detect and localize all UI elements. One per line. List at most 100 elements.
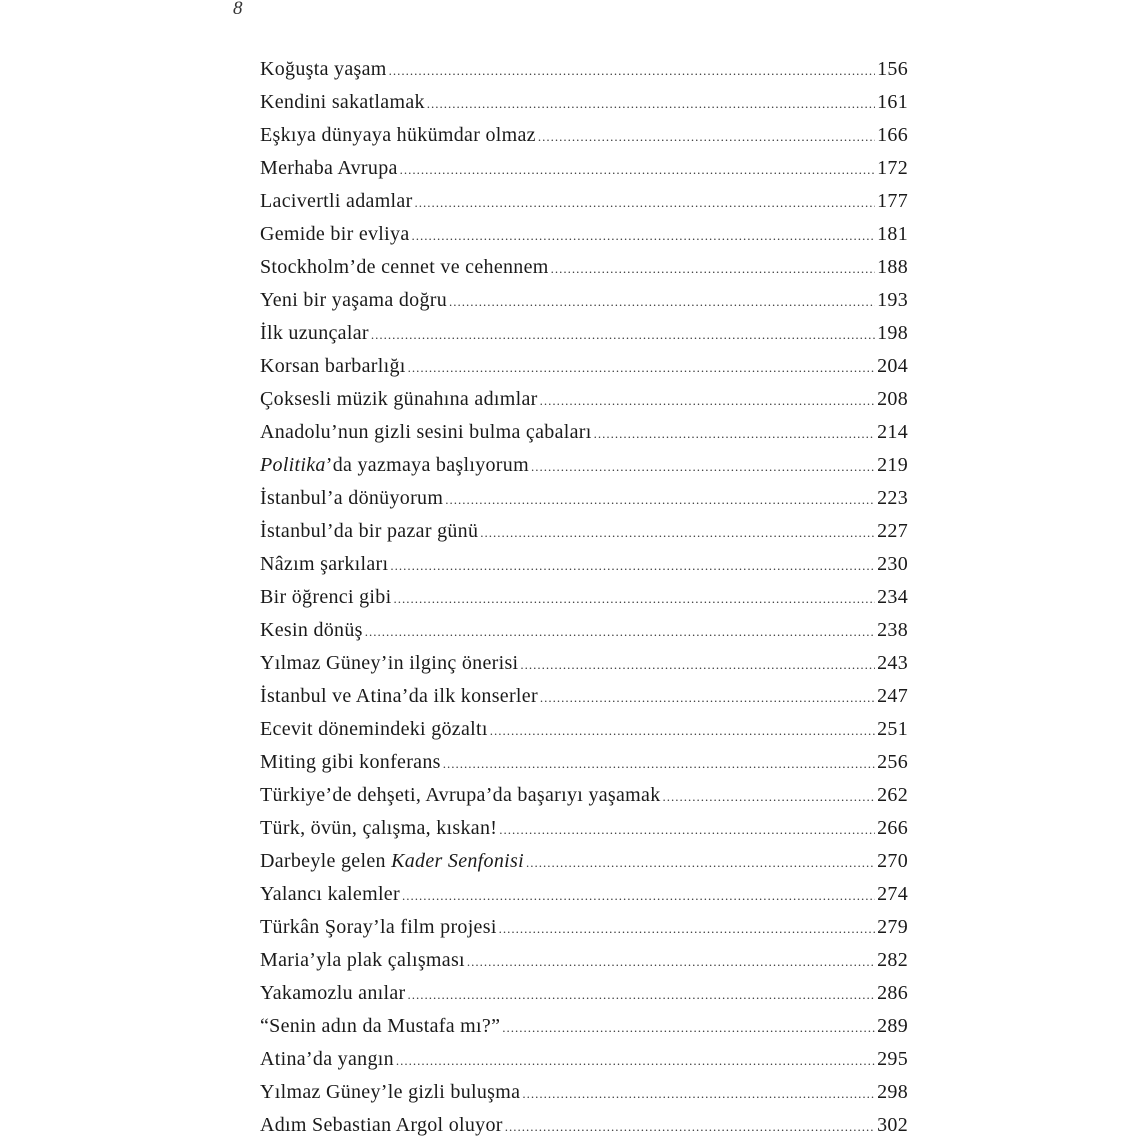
entry-page-number: 181 bbox=[877, 223, 908, 245]
entry-title: İstanbul’da bir pazar günü bbox=[260, 520, 478, 543]
entry-title: Yalancı kalemler bbox=[260, 883, 400, 906]
entry-title: Darbeyle gelen Kader Senfonisi bbox=[260, 850, 524, 873]
toc-entry: Maria’yla plak çalışması 282 bbox=[260, 949, 908, 982]
entry-page-number: 193 bbox=[877, 289, 908, 311]
entry-title: Nâzım şarkıları bbox=[260, 553, 388, 576]
entry-page-number: 219 bbox=[877, 454, 908, 476]
entry-page-number: 247 bbox=[877, 685, 908, 707]
entry-title: Stockholm’de cennet ve cehennem bbox=[260, 256, 549, 279]
entry-title: Türk, övün, çalışma, kıskan! bbox=[260, 817, 497, 840]
entry-title: Merhaba Avrupa bbox=[260, 157, 398, 180]
dot-leader bbox=[467, 954, 875, 970]
dot-leader bbox=[499, 822, 875, 838]
toc-entry: Korsan barbarlığı 204 bbox=[260, 355, 908, 388]
entry-page-number: 223 bbox=[877, 487, 908, 509]
dot-leader bbox=[480, 525, 875, 541]
toc-entry: Eşkıya dünyaya hükümdar olmaz 166 bbox=[260, 124, 908, 157]
dot-leader bbox=[520, 657, 875, 673]
entry-title-text: Türkiye’de dehşeti, Avrupa’da başarıyı y… bbox=[260, 784, 661, 806]
dot-leader bbox=[371, 327, 875, 343]
toc-entry: Bir öğrenci gibi 234 bbox=[260, 586, 908, 619]
entry-title: Türkiye’de dehşeti, Avrupa’da başarıyı y… bbox=[260, 784, 661, 807]
page-number: 8 bbox=[233, 0, 243, 19]
entry-title-text: “Senin adın da Mustafa mı?” bbox=[260, 1015, 501, 1037]
entry-page-number: 279 bbox=[877, 916, 908, 938]
entry-page-number: 188 bbox=[877, 256, 908, 278]
toc-entry: Adım Sebastian Argol oluyor 302 bbox=[260, 1114, 908, 1147]
entry-title: Politika’da yazmaya başlıyorum bbox=[260, 454, 529, 477]
entry-page-number: 298 bbox=[877, 1081, 908, 1103]
entry-title-text: Darbeyle gelen bbox=[260, 850, 392, 872]
dot-leader bbox=[390, 558, 875, 574]
entry-title-text: Eşkıya dünyaya hükümdar olmaz bbox=[260, 124, 536, 146]
entry-title: Gemide bir evliya bbox=[260, 223, 410, 246]
entry-title-text: İstanbul’a dönüyorum bbox=[260, 487, 444, 509]
dot-leader bbox=[551, 261, 875, 277]
entry-title: Eşkıya dünyaya hükümdar olmaz bbox=[260, 124, 536, 147]
entry-title: Ecevit dönemindeki gözaltı bbox=[260, 718, 488, 741]
entry-title: İlk uzunçalar bbox=[260, 322, 369, 345]
entry-page-number: 198 bbox=[877, 322, 908, 344]
dot-leader bbox=[526, 855, 875, 871]
entry-page-number: 161 bbox=[877, 91, 908, 113]
entry-page-number: 302 bbox=[877, 1114, 908, 1136]
entry-title: Yakamozlu anılar bbox=[260, 982, 406, 1005]
entry-page-number: 172 bbox=[877, 157, 908, 179]
entry-page-number: 274 bbox=[877, 883, 908, 905]
dot-leader bbox=[400, 162, 875, 178]
entry-page-number: 204 bbox=[877, 355, 908, 377]
entry-title-text: Korsan barbarlığı bbox=[260, 355, 406, 377]
dot-leader bbox=[490, 723, 875, 739]
entry-page-number: 295 bbox=[877, 1048, 908, 1070]
entry-title-text: Kesin dönüş bbox=[260, 619, 363, 641]
dot-leader bbox=[427, 96, 875, 112]
entry-title-text: Kendini sakatlamak bbox=[260, 91, 425, 113]
dot-leader bbox=[415, 195, 876, 211]
toc-entry: Lacivertli adamlar 177 bbox=[260, 190, 908, 223]
entry-title-text: İlk uzunçalar bbox=[260, 322, 369, 344]
dot-leader bbox=[389, 63, 875, 79]
entry-page-number: 227 bbox=[877, 520, 908, 542]
dot-leader bbox=[396, 1053, 875, 1069]
table-of-contents: Koğuşta yaşam 156 Kendini sakatlamak 161 Eşk… bbox=[260, 58, 908, 1147]
toc-entry: Kesin dönüş 238 bbox=[260, 619, 908, 652]
toc-entry: Ecevit dönemindeki gözaltı 251 bbox=[260, 718, 908, 751]
entry-title-text: Adım Sebastian Argol oluyor bbox=[260, 1114, 503, 1136]
toc-entry: Nâzım şarkıları 230 bbox=[260, 553, 908, 586]
entry-title-text: İstanbul’da bir pazar günü bbox=[260, 520, 479, 542]
entry-title: “Senin adın da Mustafa mı?” bbox=[260, 1015, 500, 1038]
toc-entry: Türkiye’de dehşeti, Avrupa’da başarıyı y… bbox=[260, 784, 908, 817]
entry-title: Kendini sakatlamak bbox=[260, 91, 425, 114]
entry-title: İstanbul’a dönüyorum bbox=[260, 487, 443, 510]
entry-page-number: 266 bbox=[877, 817, 908, 839]
toc-entry: Anadolu’nun gizli sesini bulma çabaları 2… bbox=[260, 421, 908, 454]
entry-page-number: 282 bbox=[877, 949, 908, 971]
entry-title-italic: Politika bbox=[260, 454, 326, 476]
toc-entry: Gemide bir evliya 181 bbox=[260, 223, 908, 256]
toc-entry: Yakamozlu anılar 286 bbox=[260, 982, 908, 1015]
toc-entry: Koğuşta yaşam 156 bbox=[260, 58, 908, 91]
entry-title: Yeni bir yaşama doğru bbox=[260, 289, 447, 312]
dot-leader bbox=[408, 987, 876, 1003]
entry-title-text: Yalancı kalemler bbox=[260, 883, 400, 905]
entry-title-text: Yılmaz Güney’le gizli buluşma bbox=[260, 1081, 521, 1103]
dot-leader bbox=[540, 393, 876, 409]
entry-title-text: Yeni bir yaşama doğru bbox=[260, 289, 448, 311]
entry-title-text: Yılmaz Güney’in ilginç önerisi bbox=[260, 652, 519, 674]
entry-title-text: Maria’yla plak çalışması bbox=[260, 949, 465, 971]
entry-title-text: Merhaba Avrupa bbox=[260, 157, 398, 179]
toc-entry: İstanbul’a dönüyorum 223 bbox=[260, 487, 908, 520]
toc-entry: İstanbul’da bir pazar günü 227 bbox=[260, 520, 908, 553]
toc-entry: Miting gibi konferans 256 bbox=[260, 751, 908, 784]
entry-page-number: 238 bbox=[877, 619, 908, 641]
entry-title-text: Nâzım şarkıları bbox=[260, 553, 389, 575]
entry-page-number: 214 bbox=[877, 421, 908, 443]
entry-title-text: Atina’da yangın bbox=[260, 1048, 394, 1070]
entry-title: Yılmaz Güney’le gizli buluşma bbox=[260, 1081, 520, 1104]
entry-title-text: Ecevit dönemindeki gözaltı bbox=[260, 718, 488, 740]
toc-entry: Türk, övün, çalışma, kıskan! 266 bbox=[260, 817, 908, 850]
dot-leader bbox=[505, 1119, 875, 1135]
entry-title: Koğuşta yaşam bbox=[260, 58, 387, 81]
entry-title-text: Bir öğrenci gibi bbox=[260, 586, 392, 608]
dot-leader bbox=[502, 1020, 875, 1036]
